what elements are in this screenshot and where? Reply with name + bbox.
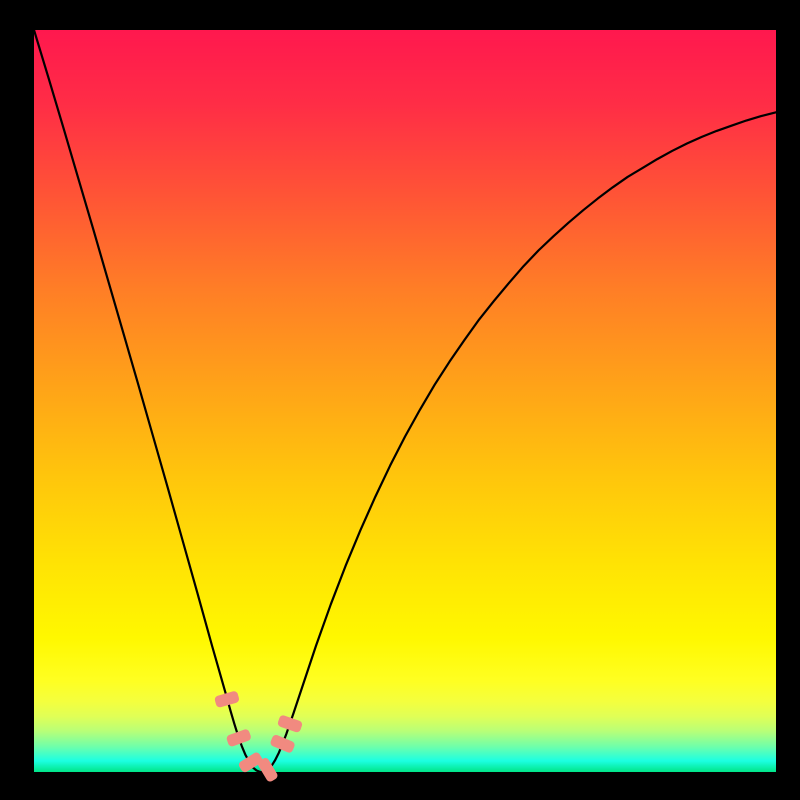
chart-container: TheBottleneck.com [0, 0, 800, 800]
bottleneck-chart [0, 0, 800, 800]
